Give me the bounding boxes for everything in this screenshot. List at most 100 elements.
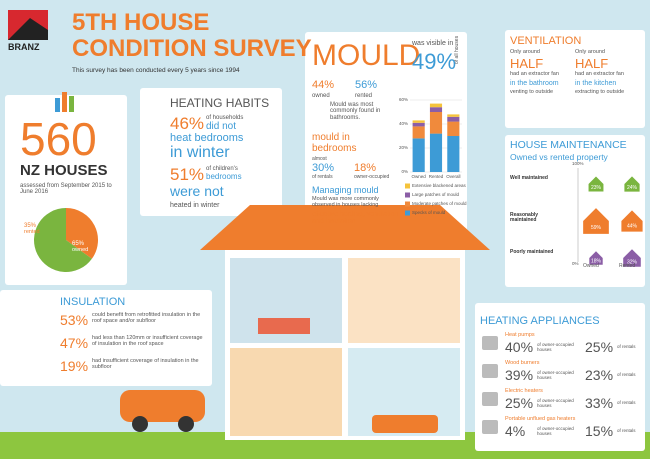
- text: extracting to outside: [575, 89, 625, 95]
- title: CONDITION SURVEY: [72, 35, 312, 62]
- y-tick-label: 60%: [399, 97, 408, 102]
- sofa: [372, 415, 438, 433]
- stat: 15%: [585, 423, 614, 439]
- legend-label: Specks of mould: [412, 210, 446, 215]
- text: had an extractor fan: [510, 71, 559, 77]
- text: had insufficient coverage of insulation …: [92, 358, 199, 370]
- room: [230, 348, 342, 436]
- car: [120, 390, 205, 422]
- house-mark: [624, 176, 640, 192]
- text: did not: [206, 121, 237, 132]
- row-label: Poorly maintained: [510, 249, 554, 255]
- value-label: 18%: [591, 259, 602, 265]
- card: [475, 303, 645, 451]
- stat: 18%: [354, 162, 377, 174]
- icon: [55, 98, 60, 112]
- stat: 25%: [505, 395, 534, 411]
- pie-label: 35%: [24, 222, 37, 229]
- card: [505, 135, 645, 287]
- bar-segment: [447, 136, 460, 172]
- section-title: INSULATION: [60, 296, 126, 308]
- section-title: HOUSE MAINTENANCE: [510, 139, 627, 151]
- value-label: 23%: [591, 185, 602, 191]
- x-tick-label: Owned: [412, 174, 427, 179]
- value-label: 24%: [627, 185, 638, 191]
- bar-segment: [429, 103, 443, 108]
- text: heat bedrooms: [170, 132, 244, 144]
- stat: 39%: [505, 367, 534, 383]
- text: Only around: [510, 49, 540, 55]
- subtitle: Owned vs rented property: [510, 152, 608, 162]
- appliance-icon: [482, 364, 498, 378]
- bar-segment: [447, 116, 460, 122]
- text: of owner-occupied houses: [537, 342, 574, 352]
- text: had an extractor fan: [575, 71, 624, 77]
- stat: 49%: [412, 49, 457, 74]
- legend-swatch: [405, 183, 410, 189]
- card: [305, 32, 467, 232]
- pie-slice: [66, 208, 99, 259]
- text: of owner-occupied houses: [537, 370, 574, 380]
- section-title: HEATING APPLIANCES: [480, 315, 600, 327]
- legend-label: Moderate patches of mould: [412, 201, 467, 206]
- y-tick-label: 0%: [401, 169, 408, 174]
- text: Electric heaters: [505, 388, 543, 394]
- pie-label: rented: [24, 228, 40, 235]
- text: was visible in: [412, 40, 454, 47]
- house-mark: [621, 210, 643, 232]
- text: effective heating, ventilation and insul…: [312, 211, 399, 226]
- stat: 46%: [170, 114, 205, 133]
- label: NZ HOUSES: [20, 162, 108, 179]
- stat: 4%: [505, 423, 526, 439]
- text: of owner-occupied houses: [537, 426, 574, 436]
- text: Heat pumps: [505, 332, 535, 338]
- legend-label: Extensive blackened areas: [412, 183, 467, 188]
- room: [348, 258, 460, 343]
- text: rented: [355, 93, 373, 99]
- card: [140, 88, 282, 216]
- appliance-icon: [482, 420, 498, 434]
- title: 5TH HOUSE: [72, 9, 210, 36]
- stat: 53%: [60, 312, 89, 328]
- legend-swatch: [405, 210, 410, 216]
- stat: 25%: [585, 339, 614, 355]
- card: [505, 30, 645, 128]
- text: bedrooms: [206, 172, 242, 181]
- stat: 19%: [60, 358, 89, 374]
- subtitle: This survey has been conducted every 5 y…: [72, 67, 240, 74]
- pie-slice: [34, 208, 92, 272]
- big-number: 560: [20, 113, 97, 165]
- column-label: Rented: [619, 263, 636, 269]
- section-title: HEATING HABITS: [170, 96, 270, 110]
- card: [0, 290, 212, 386]
- value-label: 44%: [627, 224, 638, 230]
- bar-segment: [447, 121, 460, 136]
- text: owned: [312, 93, 330, 99]
- text: Portable unflued gas heaters: [505, 416, 576, 422]
- icon: [69, 96, 74, 112]
- text: could benefit from retrofitted insulatio…: [92, 312, 201, 324]
- icon: [62, 92, 67, 112]
- column-label: Owned: [583, 263, 599, 269]
- wheel: [132, 416, 148, 432]
- stat: 40%: [505, 339, 534, 355]
- section-title: MOULD: [312, 39, 421, 72]
- text: of rentals: [617, 400, 636, 405]
- pie-label: owned: [72, 247, 89, 254]
- bed: [258, 318, 310, 334]
- text: were not: [170, 183, 224, 199]
- bar-segment: [412, 126, 425, 139]
- legend-swatch: [405, 192, 410, 198]
- legend-label: Large patches of mould: [412, 192, 460, 197]
- text: owner-occupied: [354, 174, 390, 180]
- row-label: Well maintained: [510, 175, 548, 181]
- value-label: 59%: [591, 225, 602, 231]
- text: of children's: [206, 166, 238, 172]
- text: of rentals: [617, 372, 636, 377]
- text: heated in winter: [170, 202, 220, 209]
- brand: BRANZ: [8, 42, 40, 52]
- text: of rentals: [617, 344, 636, 349]
- text: almost: [312, 156, 327, 162]
- stat: 51%: [170, 165, 205, 184]
- house-mark: [589, 251, 603, 265]
